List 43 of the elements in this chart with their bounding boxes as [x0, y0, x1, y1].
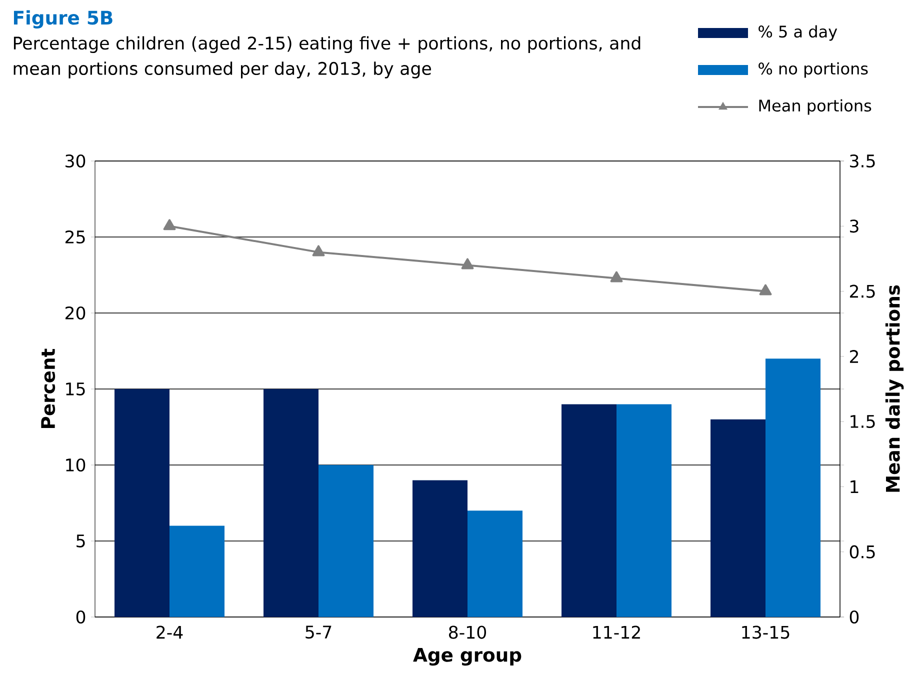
bar — [264, 389, 319, 617]
y2-tick-label: 3 — [850, 220, 858, 233]
legend-label: % no portions — [758, 62, 868, 78]
x-tick-label: 11-12 — [593, 626, 640, 639]
y2-tick-label: 0.5 — [850, 545, 875, 558]
point — [312, 245, 325, 256]
x-tick-label: 5-7 — [306, 626, 332, 639]
point — [759, 284, 772, 296]
y2-tick-label: 1.5 — [850, 415, 875, 428]
bar — [766, 358, 821, 617]
point — [163, 219, 176, 230]
chart-subtitle: Percentage children (aged 2-15) eating five + portions, no portions, and mean portions consumed per day, 2013, by age — [14, 36, 640, 78]
x-tick-label: 8-10 — [449, 626, 486, 639]
legend-label: % 5 a day — [758, 25, 838, 41]
bar — [114, 389, 170, 617]
legend-label: Mean portions — [759, 99, 872, 115]
x-tick-label: 13-15 — [742, 626, 790, 639]
point — [461, 258, 474, 270]
y2-tick-label: 3.5 — [850, 154, 875, 168]
y2-tick-label: 2.5 — [850, 284, 875, 298]
y2-tick-label: 0 — [850, 610, 859, 624]
point — [610, 271, 623, 282]
bar — [170, 526, 224, 617]
y-tick-label: 25 — [66, 230, 85, 244]
bar — [468, 510, 523, 617]
y-axis-title: Percent — [41, 348, 56, 428]
y-tick-label: 5 — [76, 534, 85, 548]
y-tick-label: 20 — [66, 306, 86, 320]
bar — [616, 404, 672, 617]
x-tick-label: 2-4 — [156, 626, 183, 639]
y-tick-label: 15 — [66, 382, 85, 396]
y2-tick-label: 1 — [850, 480, 858, 494]
y-tick-label: 10 — [66, 458, 86, 472]
chart-title: Figure 5B — [14, 10, 112, 28]
y2-axis-title: Mean daily portions — [885, 285, 904, 492]
y2-tick-label: 2 — [850, 350, 858, 363]
y-tick-label: 0 — [76, 610, 86, 624]
y-tick-label: 30 — [66, 154, 86, 168]
bar — [710, 419, 766, 617]
bar — [412, 480, 468, 617]
bar — [318, 464, 374, 617]
x-axis-title: Age group — [413, 648, 522, 666]
bar — [562, 404, 616, 617]
